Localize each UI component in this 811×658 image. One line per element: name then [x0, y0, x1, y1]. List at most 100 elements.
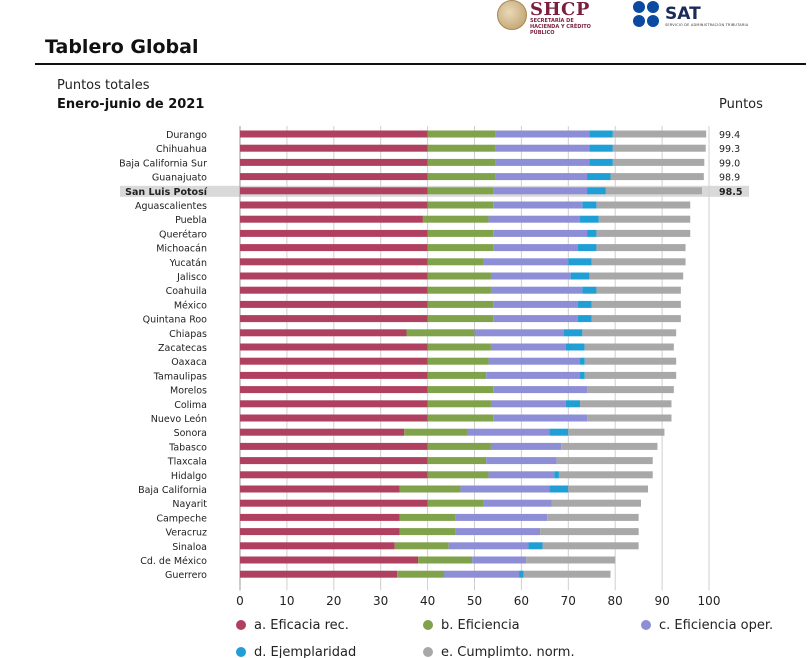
- category-label: Guerrero: [165, 570, 207, 581]
- bar-segment-1: [240, 428, 405, 436]
- bar-segment-2: [399, 485, 461, 493]
- bar-segment-2: [422, 215, 489, 223]
- bar-segment-2: [394, 542, 449, 550]
- bar-segment-1: [240, 329, 407, 337]
- bar-segment-4: [587, 173, 611, 181]
- bar-segment-4: [587, 229, 597, 237]
- bar-segment-4: [589, 158, 613, 166]
- bar-segment-2: [427, 244, 494, 252]
- bar-segment-3: [493, 201, 583, 209]
- bar-segment-4: [577, 315, 592, 323]
- bar-segment-3: [490, 272, 571, 280]
- shcp-logo-subtext: SECRETARÍA DE HACIENDA Y CRÉDITO PÚBLICO: [530, 18, 591, 36]
- bar-segment-2: [427, 201, 494, 209]
- bar-segment-1: [240, 158, 428, 166]
- bar-segment-5: [556, 457, 653, 465]
- bar-segment-5: [610, 173, 704, 181]
- bar-segment-3: [495, 158, 590, 166]
- bar-segment-1: [240, 414, 428, 422]
- bar-segment-4: [568, 258, 592, 266]
- bar-segment-3: [490, 400, 566, 408]
- shcp-seal-icon: [497, 0, 527, 30]
- bar-segment-1: [240, 371, 428, 379]
- category-label: Sinaloa: [172, 542, 207, 553]
- bar-segment-4: [589, 144, 613, 152]
- bar-segment-3: [490, 343, 566, 351]
- bar-segment-3: [493, 244, 578, 252]
- bar-segment-3: [483, 499, 552, 507]
- category-label: Veracruz: [166, 528, 207, 539]
- bar-segment-1: [240, 173, 428, 181]
- bar-segment-4: [528, 542, 543, 550]
- legend-item: c. Eficiencia oper.: [641, 618, 773, 633]
- bar-segment-3: [495, 144, 590, 152]
- bar-segment-2: [427, 386, 494, 394]
- bar-segment-1: [240, 215, 423, 223]
- bar-segment-3: [483, 258, 569, 266]
- x-tick-label: 90: [654, 594, 669, 608]
- legend-label: d. Ejemplaridad: [254, 645, 357, 658]
- bar-segment-5: [551, 499, 641, 507]
- bar-segment-5: [598, 215, 691, 223]
- bar-segment-5: [561, 442, 658, 450]
- bar-segment-2: [427, 229, 494, 237]
- legend-swatch-icon: [423, 647, 433, 657]
- total-value-label: 99.0: [719, 158, 740, 169]
- bar-segment-5: [612, 158, 705, 166]
- bar-segment-2: [427, 315, 494, 323]
- bar-segment-5: [584, 357, 677, 365]
- bar-segment-5: [589, 272, 684, 280]
- bar-segment-3: [467, 428, 550, 436]
- category-label: Coahuila: [166, 286, 207, 297]
- bar-segment-3: [493, 229, 588, 237]
- legend-item: d. Ejemplaridad: [236, 645, 356, 658]
- bar-segment-1: [240, 272, 428, 280]
- bar-segment-1: [240, 300, 428, 308]
- bar-segment-3: [495, 173, 588, 181]
- bar-segment-5: [584, 343, 674, 351]
- bar-segment-4: [589, 130, 613, 138]
- bar-segment-3: [493, 187, 588, 195]
- bar-segment-2: [427, 457, 487, 465]
- bar-segment-1: [240, 457, 428, 465]
- category-label: México: [174, 300, 207, 311]
- bar-segment-4: [549, 485, 569, 493]
- bar-segment-5: [582, 329, 677, 337]
- category-label: Morelos: [170, 386, 207, 397]
- title-divider: [35, 63, 806, 65]
- shcp-logo-text: SHCP: [530, 0, 590, 20]
- bar-segment-3: [444, 570, 520, 578]
- sat-dots-icon: [633, 1, 661, 29]
- bar-segment-1: [240, 400, 428, 408]
- bar-segment-2: [427, 471, 489, 479]
- bar-segment-2: [397, 570, 445, 578]
- bar-segment-3: [490, 286, 583, 294]
- bar-segment-1: [240, 499, 428, 507]
- bar-segment-1: [240, 357, 428, 365]
- category-label: Guanajuato: [152, 173, 207, 184]
- bar-segment-4: [565, 343, 585, 351]
- bar-segment-5: [591, 258, 686, 266]
- bar-segment-5: [587, 386, 674, 394]
- category-label: Aguascalientes: [135, 201, 207, 212]
- bar-segment-5: [568, 485, 649, 493]
- bar-segment-5: [605, 187, 702, 195]
- bar-segment-3: [488, 215, 581, 223]
- category-label: Tlaxcala: [167, 457, 207, 468]
- bar-segment-5: [523, 570, 611, 578]
- bar-segment-4: [580, 357, 585, 365]
- bar-segment-5: [596, 286, 681, 294]
- category-label: Michoacán: [156, 244, 207, 255]
- bar-segment-5: [591, 315, 681, 323]
- sat-logo: SAT SERVICIO DE ADMINISTRACIÓN TRIBUTARI…: [633, 1, 773, 31]
- category-label: Tabasco: [168, 442, 207, 453]
- bar-segment-4: [549, 428, 569, 436]
- bar-segment-1: [240, 229, 428, 237]
- legend-item: b. Eficiencia: [423, 618, 520, 633]
- bar-segment-5: [587, 414, 672, 422]
- x-tick-label: 70: [561, 594, 576, 608]
- category-label: Nayarit: [172, 499, 207, 510]
- legend-label: b. Eficiencia: [441, 618, 520, 633]
- bar-segment-4: [580, 215, 599, 223]
- category-label: Jalisco: [176, 272, 207, 283]
